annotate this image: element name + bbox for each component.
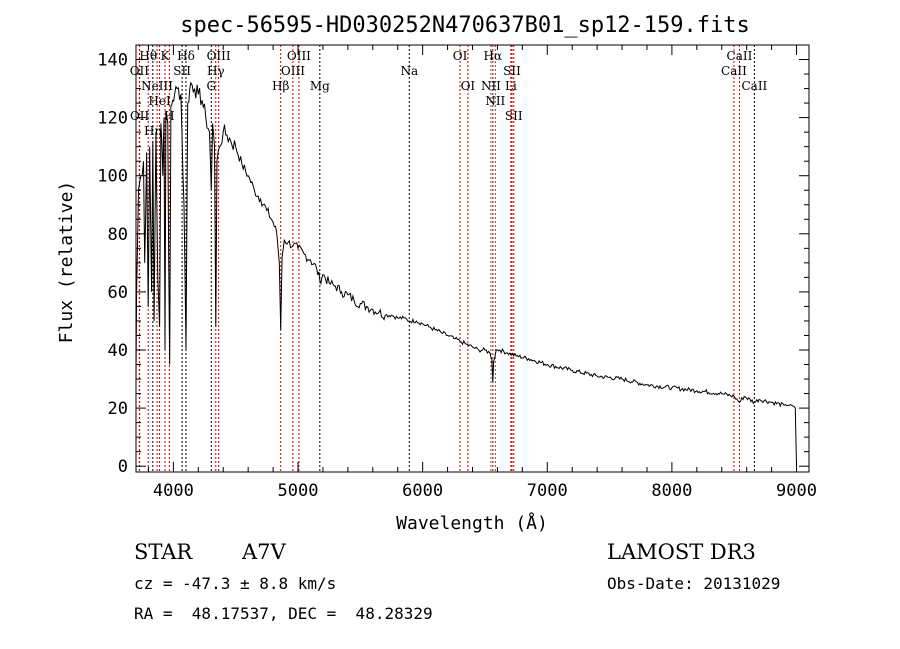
y-tick-label: 40 bbox=[108, 341, 128, 361]
spectral-line-label: CaII bbox=[741, 79, 767, 93]
y-tick-label: 80 bbox=[108, 225, 128, 245]
ra-dec: RA = 48.17537, DEC = 48.28329 bbox=[134, 604, 433, 623]
object-class: STAR bbox=[134, 540, 193, 564]
x-tick-label: 5000 bbox=[278, 481, 319, 501]
spectral-line-label: OII bbox=[130, 64, 150, 78]
x-tick-label: 7000 bbox=[527, 481, 568, 501]
spectral-line-label: Li bbox=[505, 79, 517, 93]
spectral-line-label: OIII bbox=[207, 49, 231, 63]
spectral-line-label: NII bbox=[481, 79, 501, 93]
spectral-line-label: CaII bbox=[727, 49, 753, 63]
spectral-line-label: OIII bbox=[287, 49, 311, 63]
obs-date: Obs-Date: 20131029 bbox=[607, 574, 781, 593]
spectral-line-label: CaII bbox=[721, 64, 747, 78]
y-tick-label: 120 bbox=[97, 109, 128, 129]
spectral-line-label: OII bbox=[130, 109, 150, 123]
x-tick-label: 8000 bbox=[651, 481, 692, 501]
y-tick-label: 0 bbox=[118, 457, 128, 477]
x-tick-label: 6000 bbox=[402, 481, 443, 501]
spectral-line-label: OIII bbox=[281, 64, 305, 78]
spectral-line-label: Hθ bbox=[139, 49, 157, 63]
y-tick-label: 140 bbox=[97, 51, 128, 71]
spectral-line-label: OI bbox=[453, 49, 468, 63]
spectral-line-label: HeI bbox=[148, 94, 171, 108]
y-tick-label: 20 bbox=[108, 399, 128, 419]
redshift-cz: cz = -47.3 ± 8.8 km/s bbox=[134, 574, 337, 593]
spectral-line-label: NII bbox=[485, 94, 505, 108]
spectral-line-label: Hα bbox=[484, 49, 503, 63]
spectral-line-label: K bbox=[161, 49, 171, 63]
spectral-line-label: G bbox=[206, 79, 216, 93]
spectral-line-label: SII bbox=[505, 109, 523, 123]
spectral-line-label: Hδ bbox=[177, 49, 195, 63]
x-tick-label: 4000 bbox=[153, 481, 194, 501]
survey-name: LAMOST DR3 bbox=[607, 540, 756, 564]
spectral-line-label: Na bbox=[400, 64, 418, 78]
spectral-line-label: Hβ bbox=[272, 79, 289, 93]
x-tick-label: 9000 bbox=[776, 481, 817, 501]
plot-frame bbox=[135, 44, 810, 473]
chart-title: spec-56595-HD030252N470637B01_sp12-159.f… bbox=[180, 13, 750, 38]
spectral-line-label: SII bbox=[503, 64, 521, 78]
spectral-line-label: Hγ bbox=[207, 64, 225, 78]
y-axis-label: Flux (relative) bbox=[56, 181, 77, 344]
spectral-line-label: NeIII bbox=[141, 79, 173, 93]
spectrum-line bbox=[135, 81, 797, 467]
spectral-line-label: Mg bbox=[310, 79, 330, 93]
object-subclass: A7V bbox=[242, 540, 286, 564]
spectral-line-label: OI bbox=[461, 79, 476, 93]
y-tick-label: 60 bbox=[108, 283, 128, 303]
spectral-line-label: Hη bbox=[144, 124, 162, 138]
y-tick-label: 100 bbox=[97, 167, 128, 187]
spectral-line-label: H bbox=[164, 109, 174, 123]
spectral-line-label: SII bbox=[173, 64, 191, 78]
x-axis-label: Wavelength (Å) bbox=[396, 512, 548, 534]
